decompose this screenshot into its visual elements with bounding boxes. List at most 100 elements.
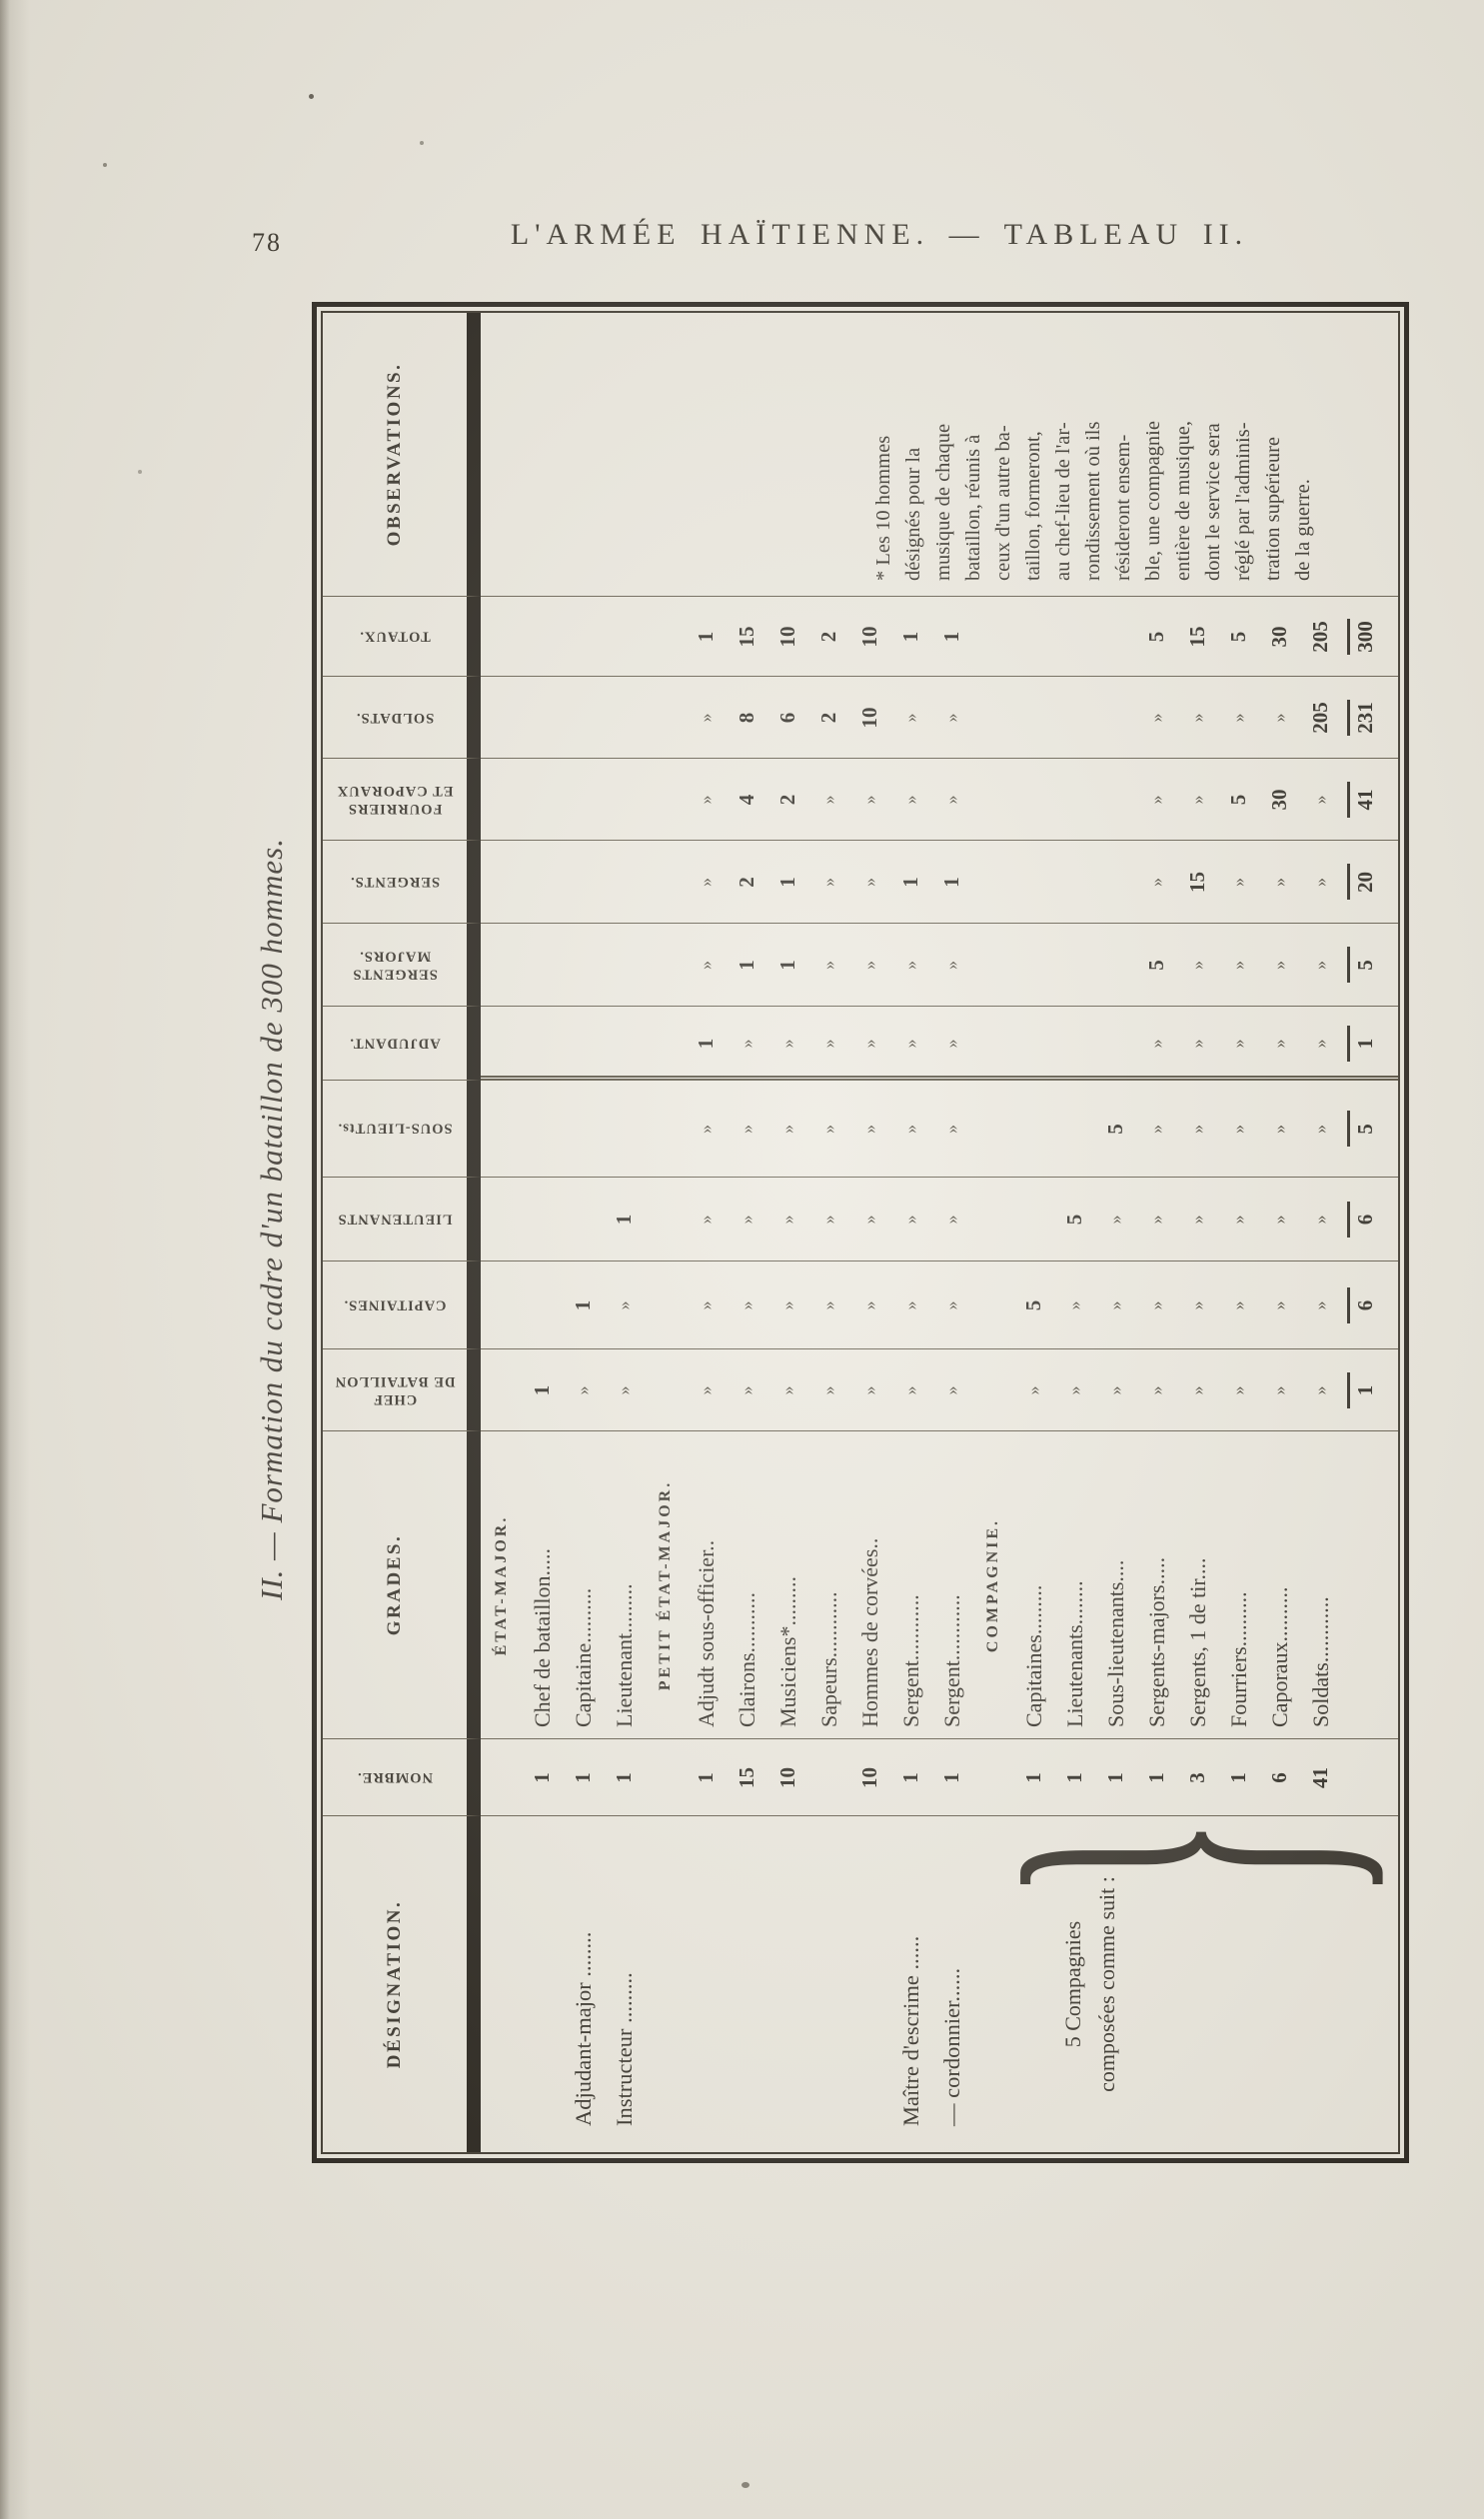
ditto-mark: » xyxy=(777,1385,797,1395)
ditto-mark: » xyxy=(737,1125,756,1134)
column-total: 5 xyxy=(1341,924,1398,1007)
ditto-mark: » xyxy=(1146,1215,1166,1225)
value-cell: 5 xyxy=(1103,1124,1127,1135)
value-cell: 2 xyxy=(775,794,799,806)
ditto-mark: » xyxy=(1146,1385,1166,1395)
observations-note-line: de la guerre. xyxy=(1292,479,1314,581)
ditto-mark: » xyxy=(941,1215,961,1225)
ditto-mark: » xyxy=(1146,1300,1166,1310)
observations-note-line: ceux d'un autre ba- xyxy=(992,425,1014,581)
col-header-label: ADJUDANT. xyxy=(349,1035,441,1052)
column-total: 1 xyxy=(1341,1007,1398,1081)
nombre-value: 41 xyxy=(1308,1767,1332,1788)
side-title: II. — Formation du cadre d'un bataillon … xyxy=(254,838,289,1600)
ditto-mark: » xyxy=(1187,795,1207,805)
col-header-sg: SERGENTS. xyxy=(323,841,481,924)
col-header-sm: SERGENTS MAJORS. xyxy=(323,924,481,1007)
total-value: 41 xyxy=(1353,789,1377,811)
ditto-mark: » xyxy=(1310,1125,1330,1134)
ditto-mark: » xyxy=(1228,961,1248,970)
ditto-mark: » xyxy=(1310,878,1330,887)
value-cell: 1 xyxy=(775,877,799,888)
ditto-mark: » xyxy=(1064,1300,1084,1310)
value-cell: 4 xyxy=(735,794,758,806)
ditto-mark: » xyxy=(1187,1039,1207,1049)
ditto-mark: » xyxy=(859,795,879,805)
ditto-mark: » xyxy=(1310,1039,1330,1049)
nombre-value: 1 xyxy=(939,1772,963,1783)
nombre-value: 1 xyxy=(898,1772,922,1783)
ditto-mark: » xyxy=(696,878,716,887)
observations-note-line: taillon, formeront, xyxy=(1022,431,1044,581)
total-value: 5 xyxy=(1353,960,1377,971)
ditto-mark: » xyxy=(614,1385,634,1395)
total-value: 6 xyxy=(1353,1214,1377,1226)
table-rotated-canvas: DÉSIGNATION. NOMBRE. GRADES. CHEF DE BATAILL… xyxy=(312,302,1419,2163)
observations-note-line: tration supérieure xyxy=(1262,436,1284,581)
ditto-mark: » xyxy=(1105,1385,1125,1395)
ditto-mark: » xyxy=(859,1125,879,1134)
ditto-mark: » xyxy=(1269,1215,1289,1225)
ditto-mark: » xyxy=(1187,713,1207,723)
ditto-mark: » xyxy=(818,1215,838,1225)
grade-label: Clairons........... xyxy=(734,1591,759,1727)
ditto-mark: » xyxy=(1105,1300,1125,1310)
nombre-value: 1 xyxy=(1062,1772,1086,1783)
page-header: 78 L'ARMÉE HAÏTIENNE. — TABLEAU II. xyxy=(0,218,1484,264)
value-cell: 6 xyxy=(775,712,799,724)
grade-label: Hommes de corvées.. xyxy=(856,1537,882,1727)
ditto-mark: » xyxy=(941,1300,961,1310)
value-cell: 30 xyxy=(1267,626,1291,648)
col-header-line: CHEF xyxy=(372,1390,418,1407)
col-header-label: SERGENTS. xyxy=(350,874,440,891)
col-header-des: DÉSIGNATION. xyxy=(323,1816,481,2152)
ditto-mark: » xyxy=(737,1039,756,1049)
ditto-mark: » xyxy=(818,1039,838,1049)
ditto-mark: » xyxy=(1187,1385,1207,1395)
ditto-mark: » xyxy=(1228,713,1248,723)
ditto-mark: » xyxy=(900,1385,920,1395)
ditto-mark: » xyxy=(818,795,838,805)
ditto-mark: » xyxy=(818,961,838,970)
observations-note-line: au chef-lieu de l'ar- xyxy=(1052,422,1074,581)
ditto-mark: » xyxy=(696,1215,716,1225)
grade-label: Fourriers.......... xyxy=(1225,1591,1251,1727)
grade-label: Chef de bataillon..... xyxy=(529,1547,555,1727)
ditto-mark: » xyxy=(1310,795,1330,805)
nombre-value: 1 xyxy=(571,1772,595,1783)
ditto-mark: » xyxy=(1105,1215,1125,1225)
ink-speck xyxy=(309,94,314,99)
curly-brace: } xyxy=(934,1816,1419,1901)
ditto-mark: » xyxy=(859,961,879,970)
value-cell: 1 xyxy=(939,877,963,888)
grades-section-header: COMPAGNIE. xyxy=(983,1517,1001,1653)
grade-label: Sergent............ xyxy=(897,1594,923,1727)
ditto-mark: » xyxy=(1146,795,1166,805)
ditto-mark: » xyxy=(1187,961,1207,970)
battalion-table: DÉSIGNATION. NOMBRE. GRADES. CHEF DE BATAILL… xyxy=(323,313,1419,2152)
column-total: 6 xyxy=(1341,1178,1398,1261)
nombre-value: 6 xyxy=(1267,1772,1291,1783)
col-header-label: GRADES. xyxy=(384,1533,405,1636)
grades-section-header: PETIT ÉTAT-MAJOR. xyxy=(656,1479,674,1691)
ditto-mark: » xyxy=(1228,878,1248,887)
total-rule xyxy=(1347,1026,1350,1062)
designation-entry: Instructeur ......... xyxy=(611,1972,637,2126)
value-cell: 5 xyxy=(1226,631,1250,643)
ditto-mark: » xyxy=(1269,1125,1289,1134)
col-header-label: CHEF DE BATAILLON xyxy=(335,1371,456,1407)
value-cell: 5 xyxy=(1062,1214,1086,1226)
nombre-value: 1 xyxy=(1021,1772,1045,1783)
value-cell: 2 xyxy=(816,712,840,724)
value-cell: 2 xyxy=(735,877,758,888)
column-total: 41 xyxy=(1341,759,1398,841)
ditto-mark: » xyxy=(900,1215,920,1225)
col-header-label: DÉSIGNATION. xyxy=(384,1899,405,2069)
col-header-fc: FOURRIERS ET CAPORAUX xyxy=(323,759,481,841)
column-total: 300 xyxy=(1341,597,1398,677)
value-cell: 1 xyxy=(775,960,799,971)
ditto-mark: » xyxy=(818,878,838,887)
ditto-mark: » xyxy=(1146,1125,1166,1134)
ditto-mark: » xyxy=(900,713,920,723)
